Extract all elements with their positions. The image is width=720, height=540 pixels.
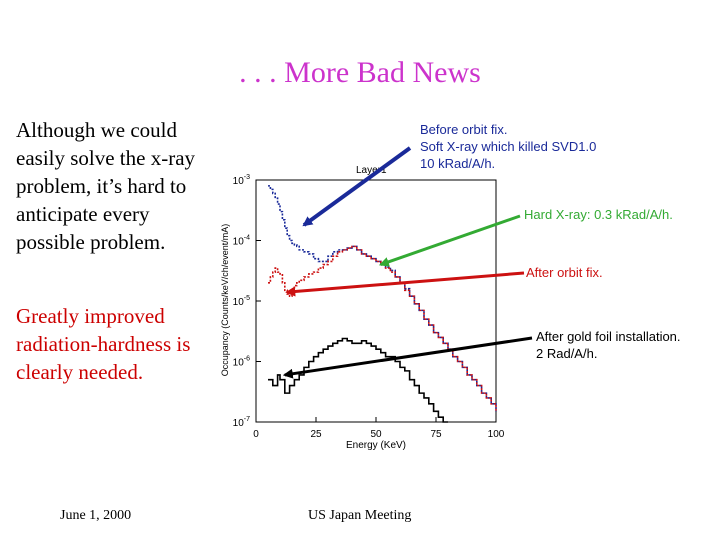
y-tick-label: 10-6 [233,356,250,369]
y-tick-label: 10-7 [233,416,250,429]
y-tick-label: 10-3 [233,174,250,187]
x-tick-label: 75 [430,429,442,440]
arrow-before-orbit-fix [302,146,412,227]
annotation-before-line-1: Before orbit fix. [420,122,507,137]
conclusion-paragraph: Greatly improved radiation-hardness is c… [16,304,191,384]
x-tick-label: 100 [488,429,505,440]
x-tick-label: 0 [253,429,259,440]
series-after-orbit-fix [268,245,497,412]
series-after-gold-foil [268,337,448,423]
x-tick-label: 25 [310,429,322,440]
footer-event: US Japan Meeting [308,508,412,523]
slide-title: . . . More Bad News [239,56,481,89]
footer-date: June 1, 2000 [60,508,132,523]
annotation-hard-xray: Hard X-ray: 0.3 kRad/A/h. [524,207,673,222]
arrow-hard-xray [378,214,521,267]
annotation-gold-line-2: 2 Rad/A/h. [536,346,597,361]
intro-paragraph: Although we could easily solve the x-ray… [16,118,196,254]
x-axis-label: Energy (KeV) [346,440,406,451]
y-tick-label: 10-4 [233,235,250,248]
arrow-after-gold-foil [282,336,533,379]
annotation-before-line-2: Soft X-ray which killed SVD1.0 [420,139,596,154]
arrow-after-orbit-fix [285,271,525,297]
annotation-gold-line-1: After gold foil installation. [536,329,681,344]
inset-label: Layer1 [356,165,387,176]
annotation-before-line-3: 10 kRad/A/h. [420,156,495,171]
x-tick-label: 50 [370,429,382,440]
annotation-after-orbit-fix: After orbit fix. [526,265,603,280]
series-before-orbit-fix [268,185,497,412]
y-tick-label: 10-5 [233,295,250,308]
y-axis-label: Occupancy (Counts/keV/ch/event/mA) [220,224,230,377]
